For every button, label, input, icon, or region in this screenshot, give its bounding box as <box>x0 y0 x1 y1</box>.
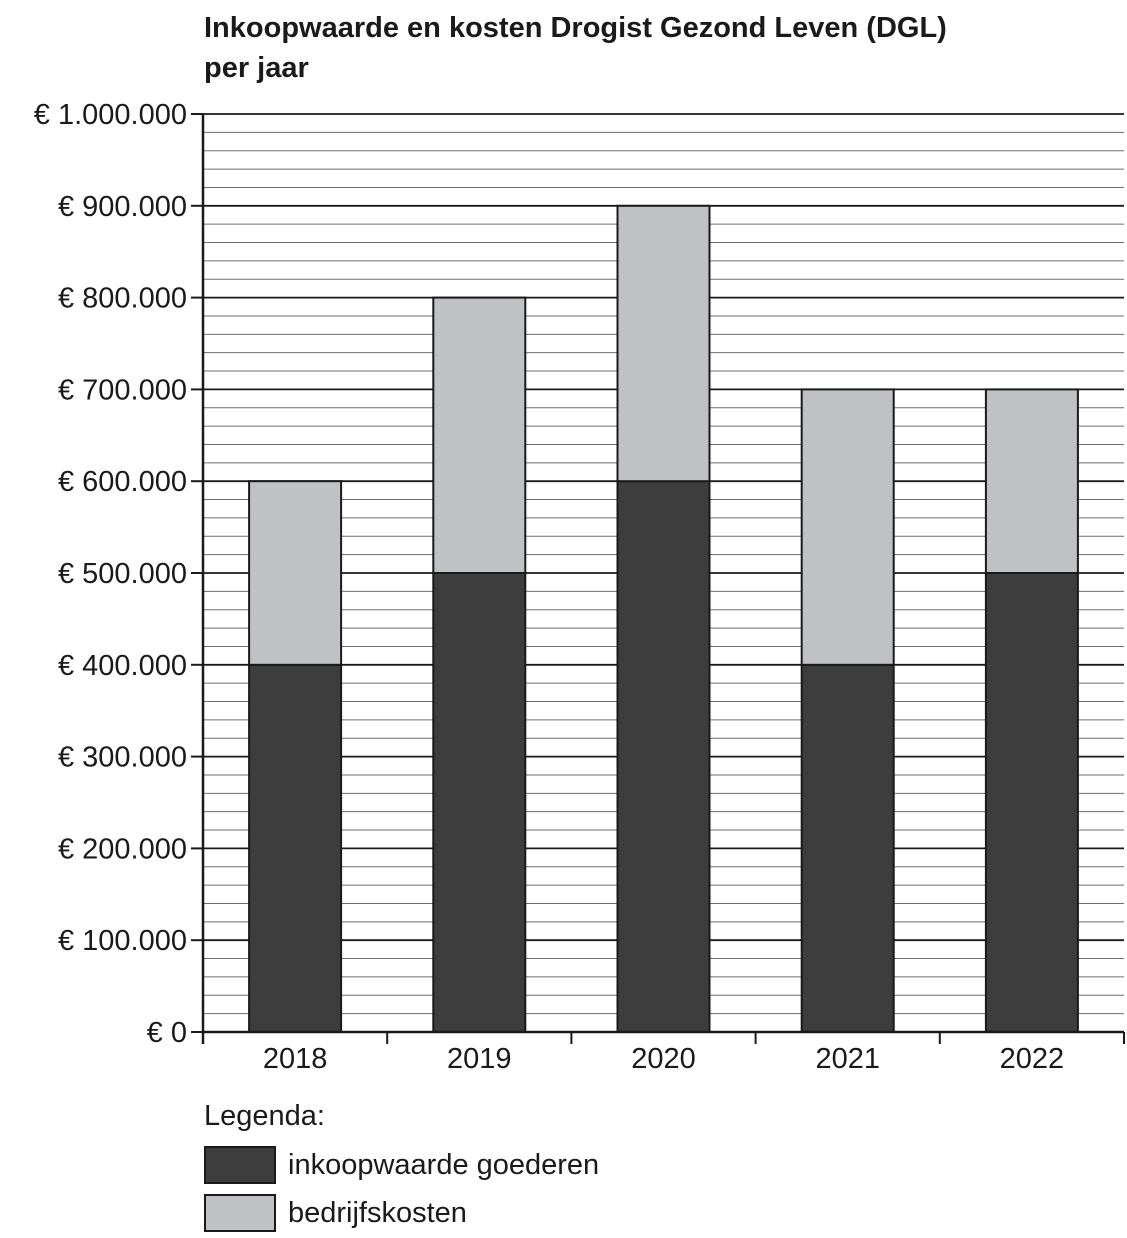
x-tick-label: 2022 <box>1000 1043 1065 1075</box>
stacked-bar-chart: € 0 € 100.000 € 200.000 € 300.000 € 400.000 €… <box>34 99 1125 1075</box>
tick-labels: € 0 € 100.000 € 200.000 € 300.000 € 400.000 €… <box>34 99 1064 1075</box>
legend-item-bedrijfskosten: bedrijfskosten <box>204 1190 599 1236</box>
legend-item-inkoopwaarde: inkoopwaarde goederen <box>204 1142 599 1188</box>
bar-bedrijfskosten-2018 <box>248 480 343 666</box>
x-tick-label: 2020 <box>631 1043 696 1075</box>
bar-bedrijfskosten-2020 <box>616 204 711 483</box>
y-tick-label: € 800.000 <box>58 283 187 315</box>
y-tick-label: € 100.000 <box>58 925 187 957</box>
bars <box>248 204 1079 1033</box>
legend-label-inkoopwaarde: inkoopwaarde goederen <box>288 1148 600 1181</box>
y-tick-label: € 900.000 <box>58 191 187 223</box>
bar-inkoopwaarde-2021 <box>800 663 895 1033</box>
legend-title: Legenda: <box>204 1100 325 1132</box>
y-tick-label: € 300.000 <box>58 742 187 774</box>
bar-bedrijfskosten-2021 <box>800 388 895 666</box>
y-tick-label: € 400.000 <box>58 650 187 682</box>
legend: Legenda: inkoopwaarde goederen bedrijfsk… <box>204 1096 599 1238</box>
bar-inkoopwaarde-2019 <box>432 572 527 1033</box>
bar-inkoopwaarde-2020 <box>616 480 711 1033</box>
axes <box>191 113 1125 1044</box>
y-tick-label: € 500.000 <box>58 558 187 590</box>
chart-title-line-1: Inkoopwaarde en kosten Drogist Gezond Le… <box>204 12 947 44</box>
bar-bedrijfskosten-2022 <box>984 388 1079 574</box>
x-tick-label: 2021 <box>815 1043 880 1075</box>
bar-bedrijfskosten-2019 <box>432 296 527 574</box>
legend-swatch-inkoopwaarde <box>204 1146 276 1184</box>
y-tick-label: € 700.000 <box>58 374 187 406</box>
y-tick-label: € 1.000.000 <box>34 99 187 131</box>
x-tick-label: 2018 <box>263 1043 328 1075</box>
legend-swatch-bedrijfskosten <box>204 1194 276 1232</box>
bar-inkoopwaarde-2018 <box>248 663 343 1033</box>
chart-title-line-2: per jaar <box>204 52 309 84</box>
bar-inkoopwaarde-2022 <box>984 572 1079 1033</box>
chart-title: Inkoopwaarde en kosten Drogist Gezond Le… <box>204 8 1104 88</box>
x-tick-label: 2019 <box>447 1043 512 1075</box>
y-tick-label: € 200.000 <box>58 833 187 865</box>
y-tick-label: € 600.000 <box>58 466 187 498</box>
y-tick-label: € 0 <box>147 1017 187 1049</box>
legend-label-bedrijfskosten: bedrijfskosten <box>288 1196 467 1229</box>
